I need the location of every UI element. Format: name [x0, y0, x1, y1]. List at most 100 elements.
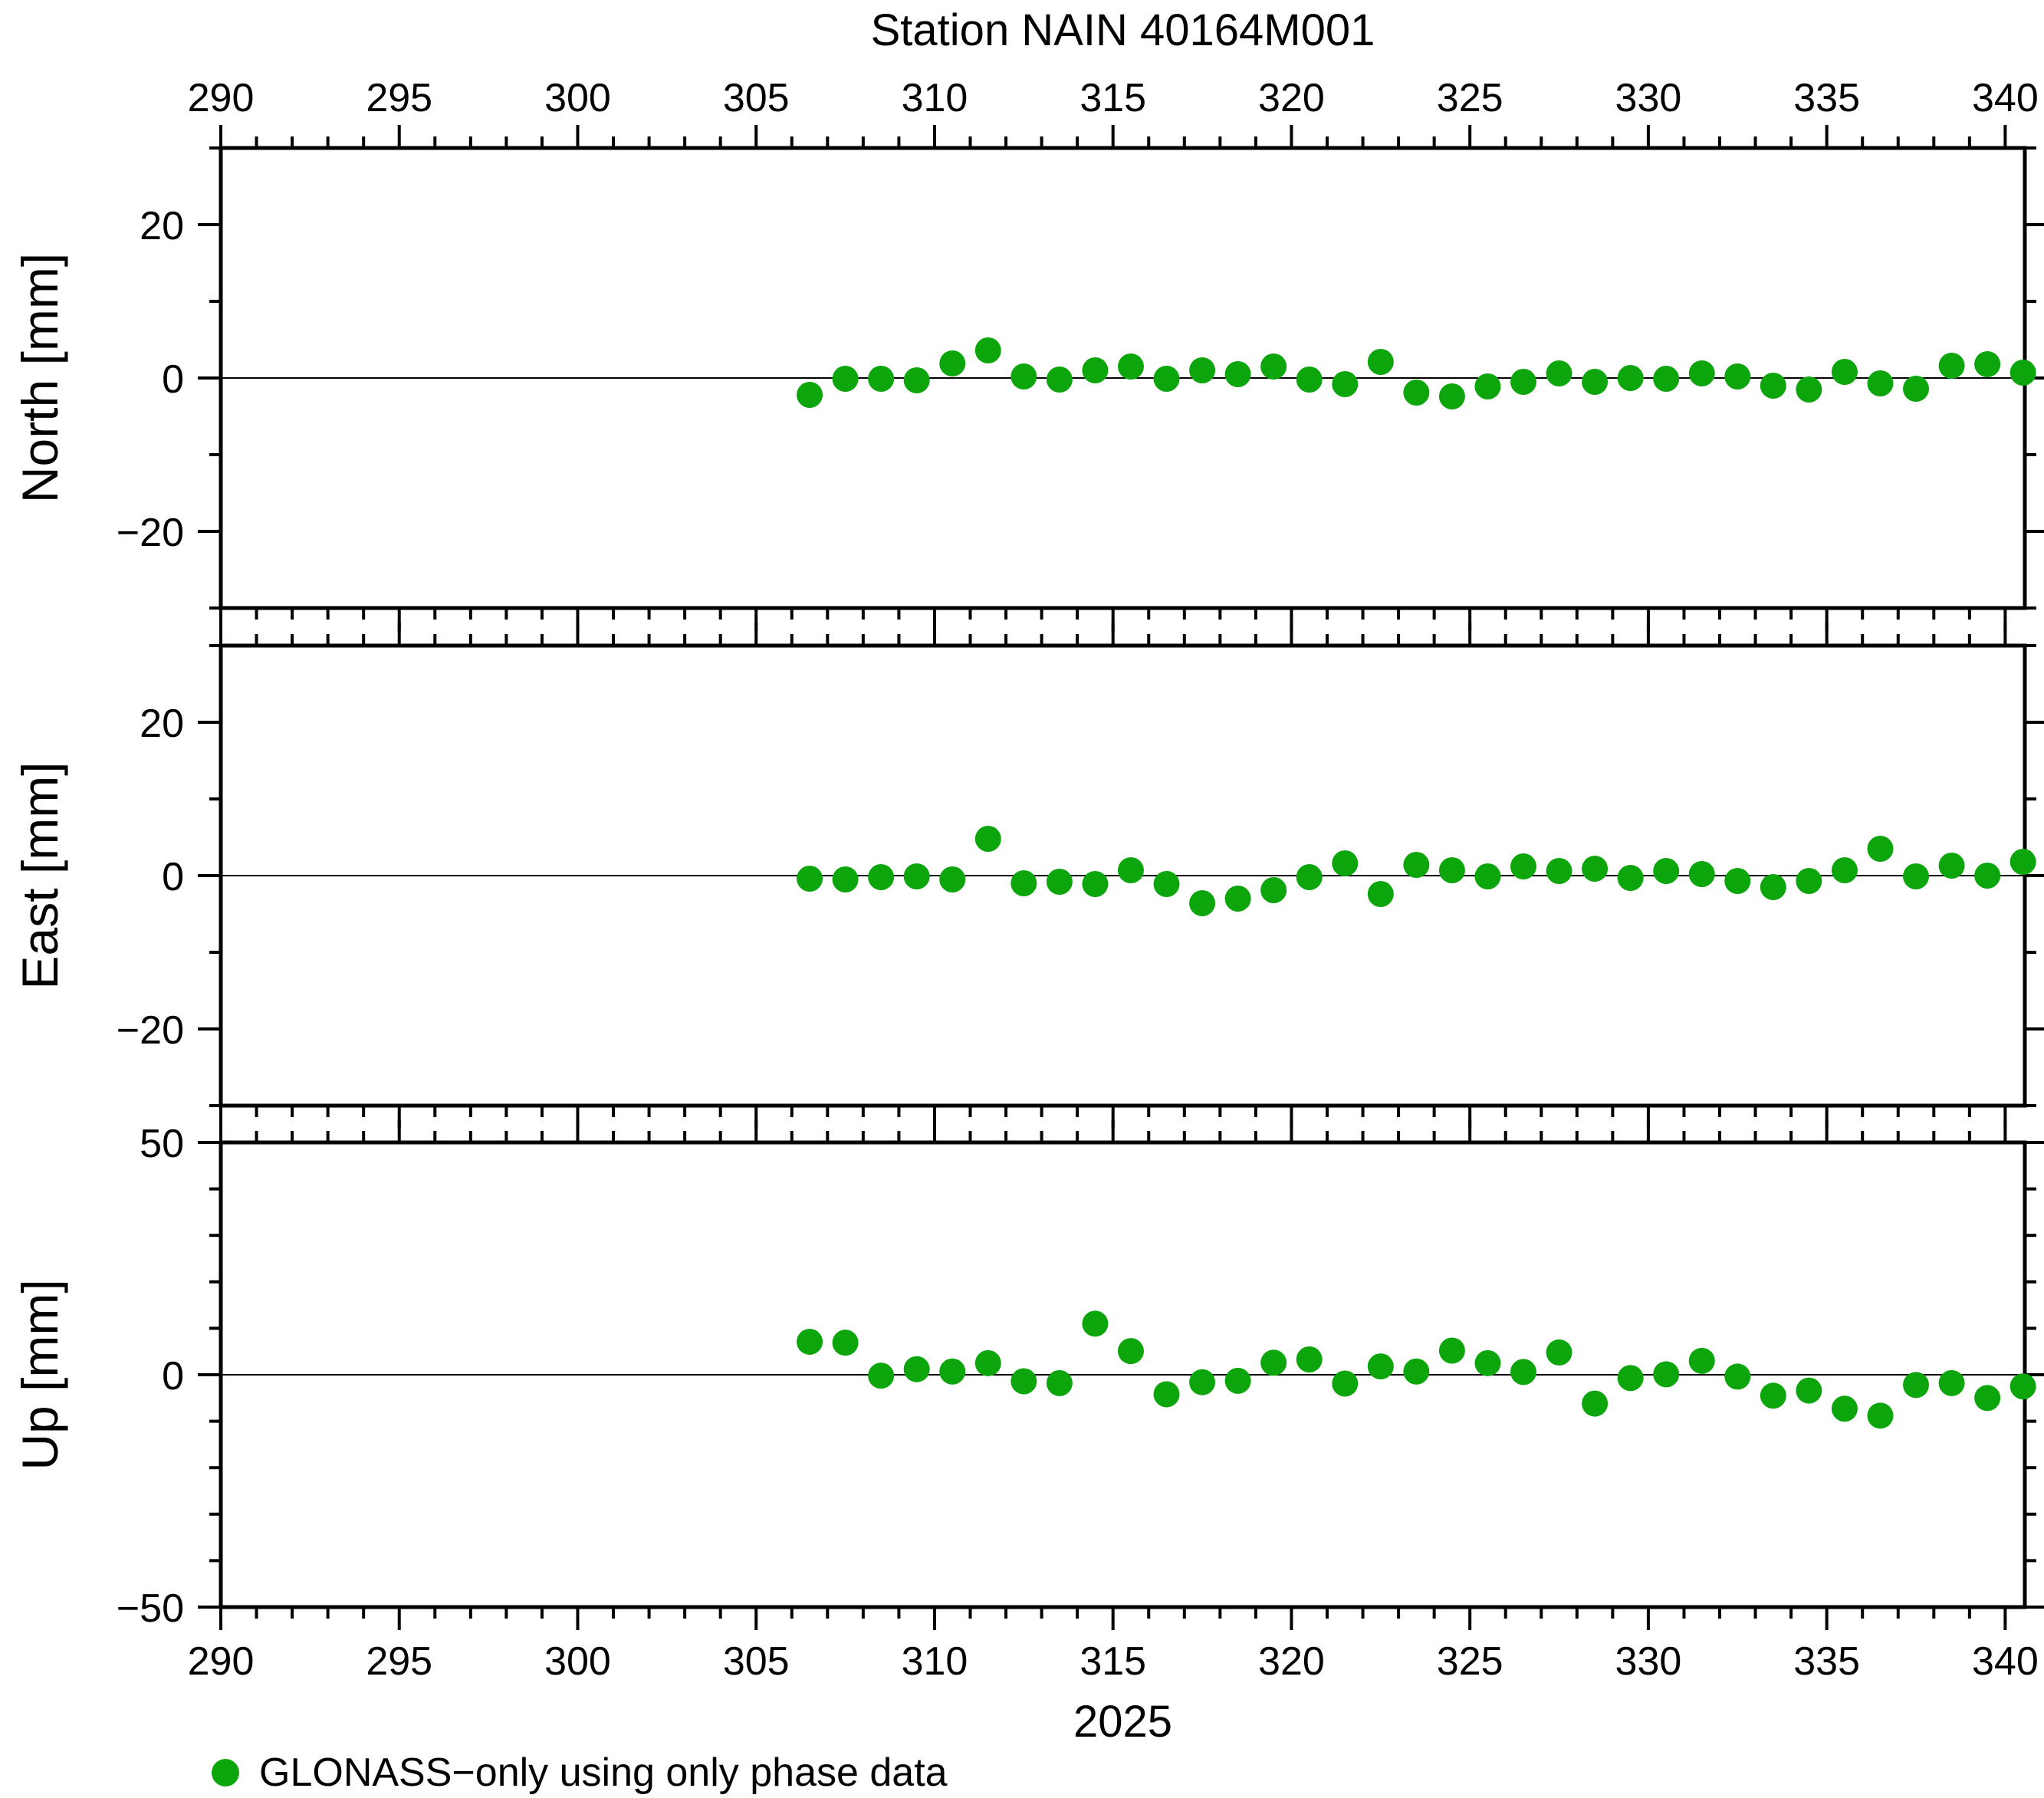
x-tick-label: 315 [1080, 76, 1146, 120]
north-data-point [1796, 376, 1822, 403]
x-tick-label: 325 [1437, 1639, 1503, 1684]
x-tick-label: 290 [188, 1639, 255, 1684]
north-data-point [1117, 353, 1144, 380]
north-data-point [1260, 353, 1287, 380]
y-tick-label: −50 [117, 1586, 184, 1631]
north-data-point [1617, 365, 1644, 391]
north-data-point [1974, 351, 2001, 377]
up-data-point [1510, 1359, 1537, 1385]
north-data-point [1724, 363, 1751, 390]
north-data-point [1510, 369, 1537, 395]
north-data-point [1831, 359, 1858, 385]
north-data-point [1189, 357, 1216, 383]
legend: GLONASS−only using only phase data [212, 1750, 948, 1796]
up-data-point [1153, 1381, 1180, 1408]
up-data-point [1010, 1368, 1037, 1395]
x-tick-label: 330 [1615, 1639, 1682, 1684]
east-data-point [1582, 856, 1609, 882]
up-data-point [1653, 1361, 1680, 1388]
up-data-point [1867, 1402, 1894, 1429]
y-tick-label: −20 [117, 511, 184, 555]
x-tick-label: 335 [1793, 76, 1860, 120]
up-data-point [1403, 1358, 1430, 1385]
north-data-point [1046, 367, 1073, 393]
north-data-point [1688, 360, 1715, 386]
up-data-point [1831, 1395, 1858, 1422]
x-tick-label: 290 [188, 76, 255, 120]
north-data-point [832, 366, 859, 392]
east-data-point [1938, 853, 1965, 879]
north-data-point [1653, 366, 1680, 392]
east-data-point [1046, 869, 1073, 895]
up-data-point [1903, 1372, 1930, 1399]
up-data-point [1224, 1367, 1251, 1394]
y-tick-label: 0 [162, 1354, 184, 1399]
up-data-point [1546, 1339, 1572, 1366]
east-data-point [1189, 890, 1216, 916]
east-data-point [1403, 852, 1430, 878]
x-tick-label: 295 [366, 76, 432, 120]
y-tick-label: −20 [117, 1008, 184, 1053]
legend-label: GLONASS−only using only phase data [259, 1750, 948, 1795]
x-tick-label: 310 [902, 76, 968, 120]
east-data-point [1153, 871, 1180, 897]
up-data-point [1724, 1363, 1751, 1390]
x-tick-label: 310 [902, 1639, 968, 1684]
up-data-point [1296, 1346, 1323, 1373]
up-data-point [1438, 1337, 1465, 1364]
east-data-point [832, 866, 859, 892]
north-data-point [1296, 367, 1323, 393]
y-tick-label: 20 [140, 204, 184, 248]
north-data-point [2009, 360, 2036, 386]
up-data-point [1617, 1365, 1644, 1392]
east-data-point [1332, 850, 1359, 876]
up-data-point [1582, 1390, 1609, 1417]
north-data-point [797, 382, 823, 408]
up-data-point [1117, 1338, 1144, 1365]
x-tick-label: 305 [723, 1639, 790, 1684]
east-data-point [1438, 857, 1465, 883]
east-data-point [1010, 870, 1037, 896]
east-data-point [1367, 881, 1394, 907]
east-data-point [1260, 877, 1287, 903]
east-data-point [1974, 863, 2001, 889]
north-data-point [1582, 369, 1609, 395]
up-data-point [1332, 1370, 1359, 1397]
x-tick-label: 325 [1437, 76, 1503, 120]
up-data-point [1974, 1385, 2001, 1412]
north-data-point [1224, 361, 1251, 387]
up-data-point [1189, 1369, 1216, 1395]
north-data-point [1867, 370, 1894, 396]
north-data-point [1332, 371, 1359, 397]
up-data-point [903, 1356, 930, 1382]
east-data-point [1510, 853, 1537, 879]
east-data-point [1546, 858, 1572, 884]
x-tick-label: 320 [1258, 1639, 1325, 1684]
up-data-point [868, 1362, 895, 1389]
north-data-point [1367, 349, 1394, 375]
north-data-point [1546, 360, 1572, 386]
x-tick-label: 320 [1258, 76, 1325, 120]
north-data-point [1082, 357, 1109, 383]
east-data-point [797, 866, 823, 892]
north-data-point [1760, 373, 1786, 399]
x-tick-label: 300 [544, 1639, 611, 1684]
x-tick-label: 330 [1615, 76, 1682, 120]
east-data-point [974, 826, 1001, 852]
y-tick-label: 0 [162, 357, 184, 402]
north-data-point [1903, 376, 1930, 402]
legend-marker-icon [212, 1759, 239, 1786]
east-data-point [1867, 836, 1894, 862]
east-data-point [1903, 863, 1930, 889]
x-tick-label: 340 [1972, 1639, 2039, 1684]
up-data-point [974, 1349, 1001, 1376]
north-data-point [903, 367, 930, 393]
east-data-point [1796, 868, 1822, 894]
up-data-point [1474, 1349, 1501, 1376]
chart-title: Station NAIN 40164M001 [870, 5, 1375, 55]
east-data-point [868, 864, 895, 890]
up-data-point [1760, 1382, 1786, 1409]
north-data-point [939, 350, 966, 376]
y-tick-label: 20 [140, 702, 184, 746]
